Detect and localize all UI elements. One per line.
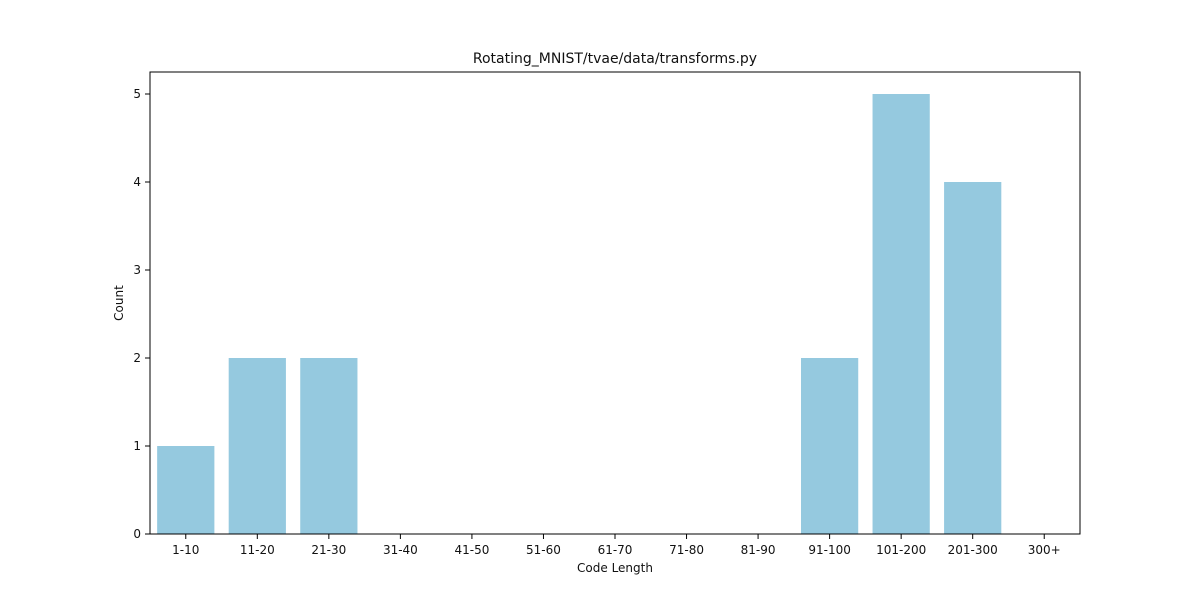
x-tick-label: 101-200: [876, 543, 926, 557]
bar-101-200: [872, 94, 930, 534]
x-tick-label: 61-70: [598, 543, 633, 557]
x-tick-label: 11-20: [240, 543, 275, 557]
y-tick-label: 5: [133, 87, 141, 101]
x-tick-label: 31-40: [383, 543, 418, 557]
x-axis: 1-10 11-20 21-30 31-40 41-50 51-60 61-70 71-80 8…: [172, 534, 1061, 557]
bar-1-10: [157, 446, 215, 534]
x-tick-label: 1-10: [172, 543, 199, 557]
bar-201-300: [944, 182, 1002, 534]
y-tick-label: 2: [133, 351, 141, 365]
y-tick-label: 4: [133, 175, 141, 189]
chart-title: Rotating_MNIST/tvae/data/transforms.py: [473, 51, 757, 67]
x-tick-label: 21-30: [311, 543, 346, 557]
y-axis: 0 1 2 3 4 5: [133, 87, 150, 541]
x-tick-label: 81-90: [741, 543, 776, 557]
x-tick-label: 71-80: [669, 543, 704, 557]
x-axis-label: Code Length: [577, 561, 653, 575]
bar-21-30: [300, 358, 358, 534]
bar-11-20: [228, 358, 286, 534]
y-tick-label: 3: [133, 263, 141, 277]
bars-group: [157, 94, 1002, 534]
bar-91-100: [801, 358, 859, 534]
x-tick-label: 91-100: [808, 543, 851, 557]
x-tick-label: 51-60: [526, 543, 561, 557]
x-tick-label: 201-300: [948, 543, 998, 557]
y-tick-label: 1: [133, 439, 141, 453]
y-tick-label: 0: [133, 527, 141, 541]
x-tick-label: 300+: [1028, 543, 1061, 557]
y-axis-label: Count: [112, 285, 126, 321]
x-tick-label: 41-50: [454, 543, 489, 557]
plot-frame: [149, 71, 1081, 535]
